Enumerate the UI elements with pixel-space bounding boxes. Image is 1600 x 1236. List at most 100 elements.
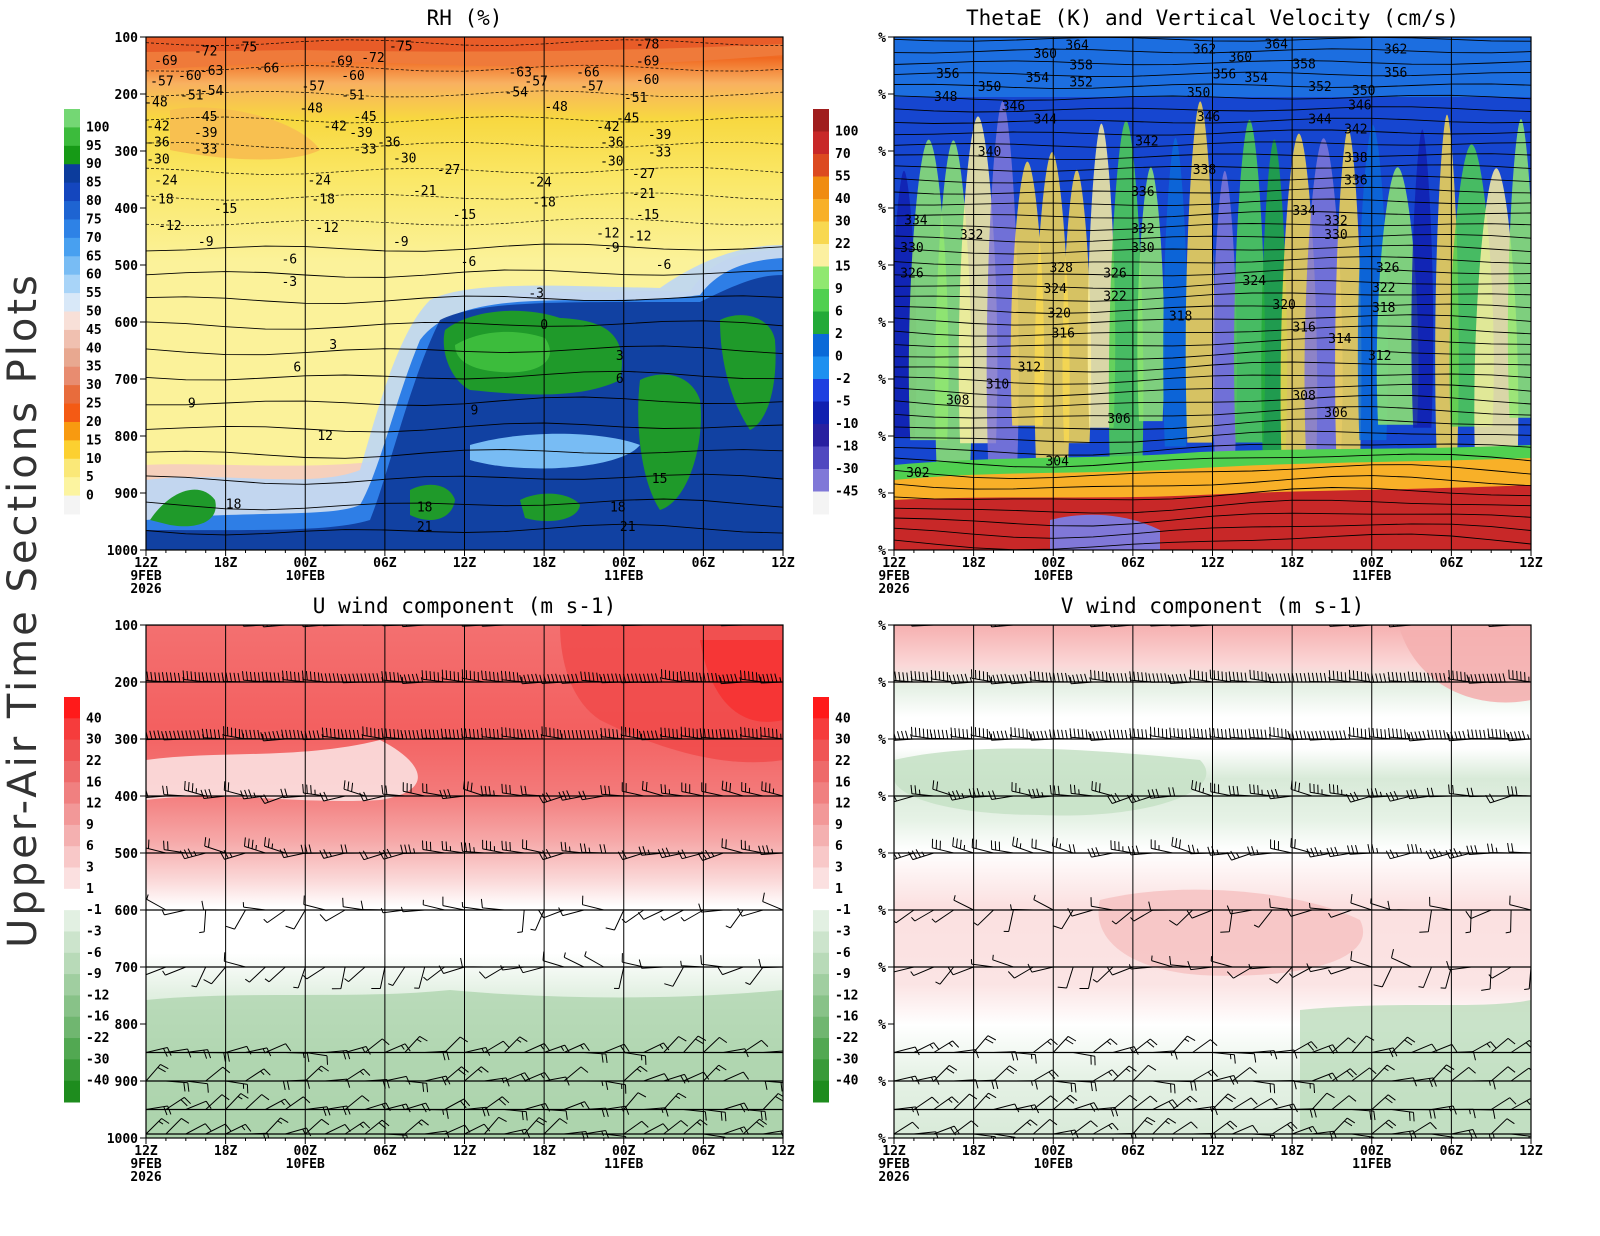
vwind-wind-barb bbox=[911, 726, 934, 740]
vwind-wind-barb bbox=[1407, 671, 1432, 683]
uwind-colorbar-swatch bbox=[64, 739, 80, 762]
vwind-wind-barb bbox=[1169, 727, 1193, 740]
rh-contour-label: 6 bbox=[616, 372, 624, 387]
rh-contour-labels: -69-72 -75-57 -60-63 -66 -69 -72-75 -78-69-60-… bbox=[144, 37, 671, 535]
rh-contour-label: -51 bbox=[180, 89, 203, 104]
vwind-wind-barb bbox=[1132, 1064, 1157, 1082]
rh-contour-label: 18 bbox=[226, 497, 242, 512]
rh-contour-label: -63 bbox=[200, 64, 223, 79]
vwind-wind-barb bbox=[1172, 1095, 1198, 1110]
vwind-wind-barb bbox=[1490, 1038, 1516, 1053]
rh-contour-label: -21 bbox=[413, 184, 436, 199]
uwind-wind-barb bbox=[538, 849, 565, 861]
thetae-contour-label: 340 bbox=[978, 145, 1001, 160]
rh-colorbar-label: 5 bbox=[86, 470, 94, 485]
rh-contour-label: -45 bbox=[616, 112, 639, 127]
vwind-wind-barb bbox=[968, 625, 974, 626]
rh-contour-label: -9 bbox=[393, 235, 409, 250]
thetae-x-tick-label: 00Z bbox=[1042, 556, 1066, 571]
rh-title: RH (%) bbox=[427, 6, 503, 30]
thetae-x-tick-label: 06Z bbox=[1121, 556, 1145, 571]
uwind-wind-barb bbox=[760, 625, 764, 626]
thetae-colorbar-label: 6 bbox=[835, 305, 843, 320]
uwind-colorbar-label: 1 bbox=[86, 882, 94, 897]
rh-contour-label: -18 bbox=[150, 192, 173, 207]
thetae-colorbar-label: 9 bbox=[835, 282, 843, 297]
uwind-wind-barb bbox=[165, 1096, 191, 1110]
vwind-wind-barb bbox=[1508, 669, 1531, 683]
uwind-colorbar-label: 3 bbox=[86, 861, 94, 876]
vwind-colorbar-label: -40 bbox=[835, 1074, 859, 1089]
rh-contour-label: -48 bbox=[144, 96, 167, 111]
vwind-wind-barb bbox=[1370, 898, 1392, 911]
uwind-date-label: 10FEB bbox=[286, 1157, 325, 1172]
rh-contour-label: 18 bbox=[417, 500, 433, 515]
vwind-wind-barb bbox=[1451, 1067, 1476, 1082]
vwind-wind-barb bbox=[1152, 1117, 1177, 1135]
uwind-wind-barb bbox=[541, 726, 565, 740]
vwind-wind-barb bbox=[1488, 625, 1512, 627]
vwind-wind-barb bbox=[1386, 625, 1392, 626]
uwind-wind-barb bbox=[501, 783, 525, 797]
rh-contour-label: 18 bbox=[610, 500, 626, 515]
thetae-y-tick-label: % bbox=[878, 544, 886, 559]
thetae-colorbar-swatch bbox=[813, 266, 829, 290]
uwind-wind-barb bbox=[440, 728, 465, 740]
vwind-wind-barb bbox=[1090, 669, 1114, 683]
rh-contour-label: -12 bbox=[315, 221, 338, 236]
thetae-contour-label: 344 bbox=[1034, 113, 1058, 128]
vwind-wind-barb bbox=[894, 671, 914, 683]
vwind-wind-barb bbox=[1252, 1097, 1278, 1110]
rh-colorbar-label: 85 bbox=[86, 176, 102, 191]
thetae-colorbar-label: 15 bbox=[835, 260, 851, 275]
vwind-wind-barb bbox=[1057, 966, 1074, 989]
vwind-wind-barb bbox=[1132, 1095, 1158, 1110]
vwind-field-blob bbox=[894, 748, 1207, 816]
vwind-wind-barb bbox=[973, 1092, 997, 1110]
uwind-wind-barb bbox=[304, 1118, 330, 1135]
vwind-colorbar-label: -30 bbox=[835, 1052, 859, 1067]
thetae-colorbar-swatch bbox=[813, 221, 829, 245]
thetae-contour-label: 364 bbox=[1065, 39, 1089, 54]
thetae-date-label: 10FEB bbox=[1034, 569, 1073, 584]
uwind-title: U wind component (m s-1) bbox=[313, 594, 616, 618]
vwind-axes: %%%%%%%%%%12Z 18Z 00Z 06Z 12Z 18Z 00Z 06Z 12Z9FE… bbox=[878, 594, 1543, 1185]
vwind-x-tick-label: 18Z bbox=[962, 1144, 986, 1159]
vwind-field-blob bbox=[1400, 630, 1531, 703]
vwind-wind-barb bbox=[1031, 838, 1054, 854]
uwind-colorbar-swatch bbox=[64, 867, 80, 890]
vwind-colorbar-label: 9 bbox=[835, 818, 843, 833]
vwind-wind-barb bbox=[1248, 728, 1273, 740]
uwind-wind-barb bbox=[518, 964, 545, 974]
vwind-wind-barb bbox=[1228, 785, 1253, 797]
thetae-contour-label: 354 bbox=[1026, 71, 1050, 86]
vwind-wind-barb bbox=[935, 966, 955, 985]
vwind-field-blob bbox=[1300, 1000, 1531, 1138]
vwind-wind-barb bbox=[1311, 1092, 1335, 1110]
uwind-wind-barb bbox=[199, 909, 207, 934]
uwind-wind-barb bbox=[344, 1095, 370, 1110]
vwind-wind-barb bbox=[1028, 730, 1054, 741]
thetae-contour-label: 346 bbox=[1002, 100, 1025, 115]
uwind-wind-barb bbox=[200, 788, 226, 799]
uwind-x-tick-label: 12Z bbox=[134, 1144, 158, 1159]
thetae-contour-label: 310 bbox=[986, 378, 1009, 393]
thetae-contour-label: 342 bbox=[1344, 122, 1367, 137]
uwind-wind-barb bbox=[758, 845, 783, 855]
uwind-wind-barb bbox=[522, 839, 545, 854]
thetae-colorbar-swatch bbox=[813, 289, 829, 312]
vwind-wind-barb bbox=[1228, 671, 1253, 683]
vwind-wind-barb bbox=[894, 730, 914, 741]
vwind-wind-barb bbox=[1471, 1041, 1497, 1053]
rh-contour-label: -63 bbox=[508, 65, 531, 80]
uwind-wind-barb bbox=[603, 1080, 627, 1094]
uwind-wind-barb bbox=[643, 1042, 670, 1053]
rh-colorbar-label: 45 bbox=[86, 323, 102, 338]
rh-contour-label: -36 bbox=[146, 135, 169, 150]
rh-y-tick-label: 400 bbox=[115, 202, 139, 217]
vwind-wind-barb bbox=[1348, 726, 1372, 740]
vwind-wind-barb bbox=[1487, 728, 1512, 740]
uwind-date-label: 9FEB bbox=[130, 1157, 161, 1172]
